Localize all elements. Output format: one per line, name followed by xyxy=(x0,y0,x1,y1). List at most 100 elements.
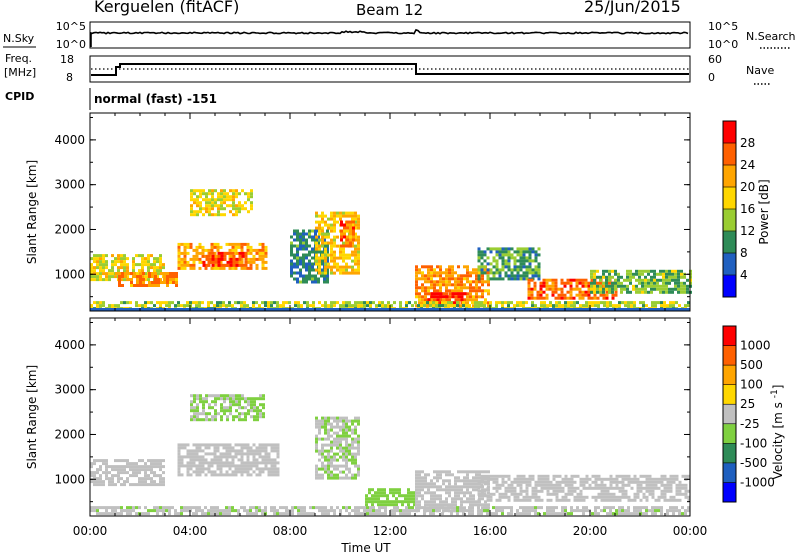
echo-cell-r13 xyxy=(534,304,537,308)
echo-cell-r5 xyxy=(439,488,442,492)
echo-cell-r12 xyxy=(602,290,605,294)
echo-cell-r0 xyxy=(147,266,150,270)
echo-cell-r5 xyxy=(475,485,478,489)
colorbar-swatch xyxy=(723,275,736,298)
x-tick-label: 08:00 xyxy=(273,524,308,538)
echo-cell-r1 xyxy=(222,473,226,477)
echo-cell-r13 xyxy=(651,301,654,305)
echo-cell-r9 xyxy=(457,295,461,299)
echo-cell-r6 xyxy=(606,498,610,502)
echo-cell-r6 xyxy=(330,214,333,218)
echo-cell-r5 xyxy=(299,268,302,272)
echo-cell-r5 xyxy=(427,506,430,510)
echo-cell-r7 xyxy=(549,512,552,516)
echo-cell-r8 xyxy=(451,271,454,275)
echo-cell-r6 xyxy=(357,265,360,269)
echo-cell-r2 xyxy=(249,263,253,267)
echo-cell-r12 xyxy=(656,272,659,276)
echo-cell-r4 xyxy=(217,198,220,202)
echo-cell-r1 xyxy=(228,446,232,450)
echo-cell-r13 xyxy=(555,301,558,305)
echo-cell-r2 xyxy=(258,254,262,258)
echo-cell-r6 xyxy=(615,486,619,490)
echo-cell-r8 xyxy=(415,292,418,296)
echo-cell-r7 xyxy=(678,512,681,516)
echo-cell-r13 xyxy=(504,301,507,305)
echo-cell-r1 xyxy=(177,470,181,474)
echo-cell-r5 xyxy=(293,277,296,281)
echo-cell-r1 xyxy=(139,278,142,281)
echo-cell-r1 xyxy=(264,464,268,468)
echo-cell-r1 xyxy=(201,470,205,474)
echo-cell-r6 xyxy=(525,489,529,493)
echo-cell-r6 xyxy=(609,474,613,478)
echo-cell-r3 xyxy=(357,446,360,450)
echo-cell-r2 xyxy=(219,266,223,270)
echo-cell-r1 xyxy=(261,449,265,453)
echo-cell-r4 xyxy=(407,497,410,501)
echo-cell-r7 xyxy=(225,512,228,516)
echo-cell-r0 xyxy=(126,459,129,463)
echo-cell-r8 xyxy=(460,289,463,293)
echo-cell-r4 xyxy=(220,198,223,202)
echo-cell-r4 xyxy=(404,494,407,498)
echo-cell-r2 xyxy=(258,251,262,255)
echo-cell-r6 xyxy=(318,256,321,260)
echo-cell-r13 xyxy=(477,301,480,305)
echo-cell-r6 xyxy=(537,498,541,502)
echo-cell-r1 xyxy=(201,464,205,468)
echo-cell-r7 xyxy=(411,509,414,513)
echo-cell-r6 xyxy=(498,492,502,496)
echo-cell-r2 xyxy=(180,242,184,246)
echo-cell-r7 xyxy=(237,512,240,516)
echo-cell-r7 xyxy=(349,220,352,224)
echo-cell-r10 xyxy=(531,271,535,275)
echo-cell-r13 xyxy=(378,304,381,308)
echo-cell-r4 xyxy=(389,503,392,507)
echo-cell-r6 xyxy=(612,495,616,499)
echo-cell-r7 xyxy=(384,512,387,516)
echo-cell-r4 xyxy=(404,497,407,501)
echo-cell-r8 xyxy=(448,280,451,284)
echo-cell-r6 xyxy=(342,256,345,260)
echo-cell-r2 xyxy=(255,263,259,267)
echo-cell-r0 xyxy=(147,477,150,481)
echo-cell-r5 xyxy=(466,482,469,486)
echo-cell-r6 xyxy=(627,498,631,502)
echo-cell-r3 xyxy=(336,434,339,438)
echo-cell-r8 xyxy=(448,289,451,293)
echo-cell-r6 xyxy=(516,474,520,478)
echo-cell-r5 xyxy=(296,235,299,239)
echo-cell-r7 xyxy=(453,509,456,513)
echo-cell-r9 xyxy=(460,295,464,299)
echo-cell-r6 xyxy=(564,483,568,487)
echo-cell-r8 xyxy=(451,268,454,272)
echo-cell-r7 xyxy=(213,509,216,513)
echo-cell-r1 xyxy=(177,467,181,471)
echo-cell-r8 xyxy=(472,304,475,308)
echo-cell-r5 xyxy=(445,503,448,507)
echo-cell-r5 xyxy=(448,503,451,507)
x-tick-label: 12:00 xyxy=(373,524,408,538)
nsearch-label: N.Search xyxy=(746,30,796,43)
echo-cell-r0 xyxy=(96,266,99,270)
echo-cell-r12 xyxy=(683,281,686,285)
echo-cell-r10 xyxy=(477,253,481,257)
echo-cell-r1 xyxy=(276,461,280,465)
echo-cell-r7 xyxy=(340,238,343,242)
echo-cell-r3 xyxy=(330,443,333,447)
echo-cell-r12 xyxy=(638,269,641,273)
echo-cell-r4 xyxy=(392,500,395,504)
echo-cell-r12 xyxy=(593,275,596,279)
echo-cell-r7 xyxy=(210,509,213,513)
echo-cell-r8 xyxy=(421,283,424,287)
echo-cell-r1 xyxy=(276,455,280,459)
echo-cell-r13 xyxy=(165,304,168,308)
echo-cell-r6 xyxy=(522,477,526,481)
echo-cell-r12 xyxy=(626,278,629,282)
echo-cell-r11 xyxy=(560,296,564,300)
echo-cell-r4 xyxy=(386,503,389,507)
echo-cell-r12 xyxy=(647,284,650,288)
echo-cell-r3 xyxy=(217,263,221,267)
echo-cell-r1 xyxy=(237,464,241,468)
